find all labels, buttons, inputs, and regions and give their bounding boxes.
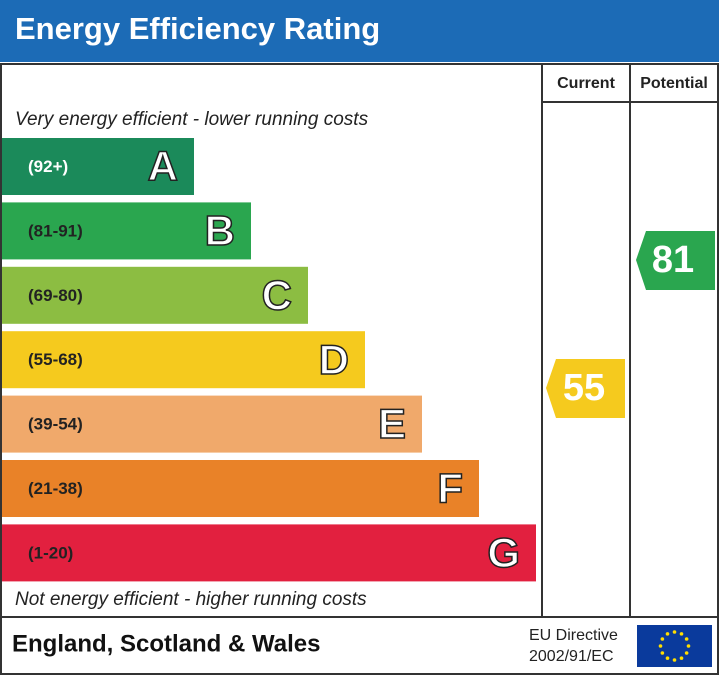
potential-arrow [636,231,715,290]
star [684,637,689,641]
current-value: 55 [563,367,605,409]
star [679,632,684,636]
potential-value: 81 [652,239,694,281]
band [2,138,194,195]
directive: 2002/91/EC [529,648,614,665]
star [686,644,691,648]
band [2,460,479,517]
band [2,331,365,389]
band-letter: A [148,143,178,190]
eu-stars [658,630,691,662]
star [660,651,665,655]
header-bar [0,0,719,62]
star [672,630,677,634]
band-letter: C [262,271,292,318]
star [660,637,665,641]
band [2,395,422,453]
top-note: Very energy efficient - lower running co… [15,109,369,130]
band-letter: F [437,465,463,512]
directive: EU Directive [529,627,618,644]
band-range: (55-68) [28,350,83,369]
band [2,266,308,324]
region: England, Scotland & Wales [12,630,320,657]
star [658,644,663,648]
current-arrow [546,359,625,418]
band-range: (39-54) [28,415,83,434]
column-header: Current [557,75,615,92]
column-header: Potential [640,75,708,92]
star [679,656,684,660]
band-range: (1-20) [28,543,73,562]
star [665,632,670,636]
title: Energy Efficiency Rating [15,11,380,46]
star [665,656,670,660]
star [684,651,689,655]
star [672,658,677,662]
band [2,524,536,582]
band-range: (69-80) [28,286,83,305]
band-range: (92+) [28,157,68,176]
band-letter: G [487,529,520,576]
frame [0,63,719,675]
band-letter: D [319,336,349,383]
band [2,202,251,260]
band-letter: E [378,400,406,447]
band-range: (21-38) [28,479,83,498]
bottom-note: Not energy efficient - higher running co… [15,589,367,610]
band-range: (81-91) [28,221,83,240]
bands: (92+) A (81-91) B (69-80) C (55-68) D (39-54) E (2… [2,138,536,582]
band-letter: B [205,207,235,254]
